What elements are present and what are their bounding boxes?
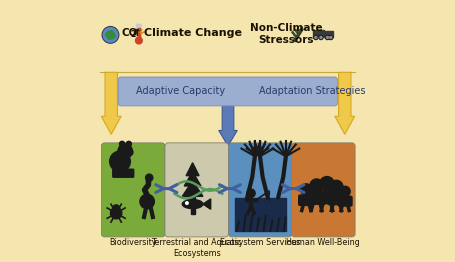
Circle shape — [326, 36, 328, 39]
Circle shape — [112, 205, 120, 212]
Text: 2: 2 — [130, 30, 135, 39]
FancyBboxPatch shape — [298, 195, 313, 205]
FancyBboxPatch shape — [317, 191, 335, 204]
FancyBboxPatch shape — [228, 143, 291, 237]
Circle shape — [300, 184, 311, 195]
Polygon shape — [182, 181, 202, 196]
Text: Terrestrial and Aquatic
Ecosystems: Terrestrial and Aquatic Ecosystems — [151, 238, 242, 258]
FancyBboxPatch shape — [307, 193, 324, 204]
Polygon shape — [218, 103, 237, 146]
Polygon shape — [334, 72, 354, 134]
Circle shape — [319, 177, 334, 191]
Text: Adaptation Strategies: Adaptation Strategies — [258, 86, 365, 96]
Text: Adaptive Capacity: Adaptive Capacity — [136, 86, 225, 96]
Polygon shape — [105, 30, 116, 39]
Circle shape — [135, 37, 142, 44]
Polygon shape — [234, 198, 285, 231]
Circle shape — [313, 35, 317, 40]
Circle shape — [102, 27, 118, 43]
FancyBboxPatch shape — [112, 169, 118, 177]
Text: Climate Change: Climate Change — [144, 28, 242, 38]
Text: CO: CO — [121, 28, 138, 38]
Circle shape — [329, 36, 331, 39]
Circle shape — [329, 180, 342, 193]
Circle shape — [185, 202, 188, 204]
FancyBboxPatch shape — [313, 30, 324, 36]
Circle shape — [110, 151, 130, 172]
Text: Biodiversity: Biodiversity — [109, 238, 157, 247]
Text: Non-Climate
Stressors: Non-Climate Stressors — [249, 23, 322, 45]
FancyBboxPatch shape — [96, 0, 359, 261]
Circle shape — [339, 186, 349, 196]
FancyBboxPatch shape — [323, 31, 333, 37]
FancyBboxPatch shape — [337, 196, 351, 206]
FancyBboxPatch shape — [136, 24, 141, 41]
FancyBboxPatch shape — [291, 143, 354, 237]
Circle shape — [118, 144, 132, 158]
Circle shape — [110, 208, 121, 219]
FancyBboxPatch shape — [118, 169, 123, 177]
Circle shape — [126, 141, 131, 146]
Polygon shape — [186, 163, 199, 176]
Text: Ecosystem Services: Ecosystem Services — [220, 238, 300, 247]
Circle shape — [119, 141, 124, 146]
FancyBboxPatch shape — [118, 77, 337, 106]
FancyBboxPatch shape — [190, 196, 194, 214]
Circle shape — [309, 179, 323, 192]
Circle shape — [140, 194, 154, 209]
Circle shape — [319, 36, 321, 39]
Circle shape — [314, 36, 316, 39]
Text: ↑: ↑ — [133, 28, 142, 38]
FancyBboxPatch shape — [123, 169, 128, 177]
Polygon shape — [101, 72, 121, 134]
FancyBboxPatch shape — [328, 193, 344, 205]
FancyBboxPatch shape — [138, 28, 139, 41]
Circle shape — [246, 189, 254, 197]
Circle shape — [318, 35, 322, 40]
FancyBboxPatch shape — [101, 143, 165, 237]
Circle shape — [325, 35, 329, 40]
Polygon shape — [184, 172, 201, 186]
Polygon shape — [202, 199, 210, 209]
Circle shape — [328, 35, 332, 40]
FancyBboxPatch shape — [128, 169, 133, 177]
Text: Human Well-Being: Human Well-Being — [286, 238, 359, 247]
Circle shape — [103, 28, 117, 42]
Circle shape — [145, 174, 152, 181]
FancyBboxPatch shape — [165, 143, 228, 237]
Circle shape — [126, 149, 133, 156]
Ellipse shape — [182, 200, 202, 209]
